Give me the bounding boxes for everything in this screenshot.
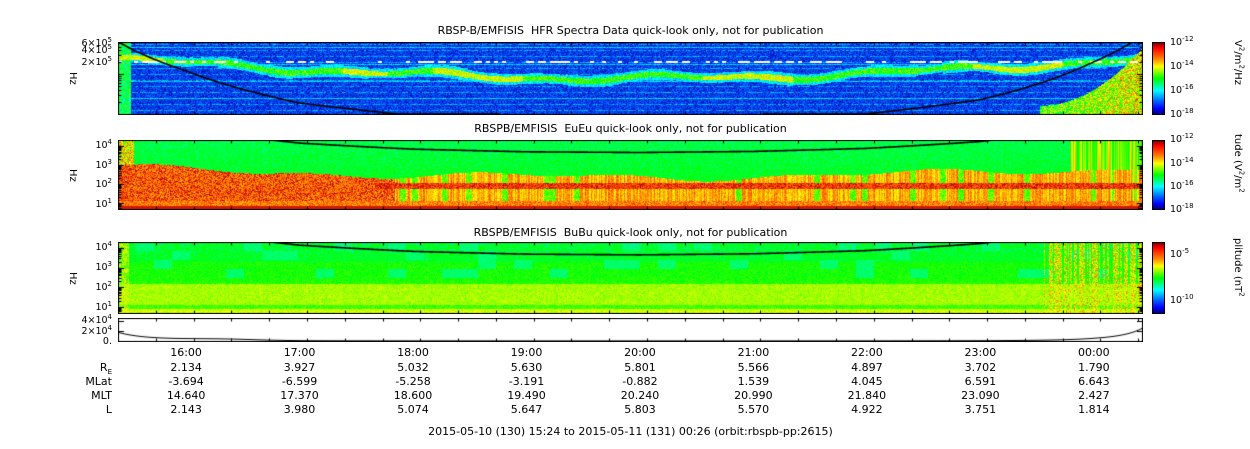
bub-colorbar-tick: 10-5 <box>1170 246 1190 260</box>
ephemeris-value: -3.191 <box>508 375 545 388</box>
ephemeris-value: 5.803 <box>624 403 656 416</box>
mag-ytick: 0. <box>102 336 112 347</box>
hfr-ytick: 6×105 <box>81 35 112 49</box>
bub-ytick: 102 <box>95 279 112 293</box>
euu-colorbar-unit-label: tude (V2/m2 <box>1232 134 1246 193</box>
field-magnitude-line-canvas <box>118 318 1143 342</box>
ephemeris-value: 5.074 <box>397 403 429 416</box>
euu-ytick: 103 <box>95 157 112 171</box>
euu-colorbar-tick: 10-18 <box>1170 201 1194 215</box>
ephemeris-value: 2.143 <box>170 403 202 416</box>
ephemeris-row-label: RE <box>99 361 112 377</box>
hfr-colorbar <box>1152 42 1165 115</box>
bub-y-axis-label: Hz <box>67 271 78 285</box>
euu-panel-title: RBSPB/EMFISIS EuEu quick-look only, not … <box>474 122 787 135</box>
euu-ytick: 101 <box>95 196 112 210</box>
mag-ytick: 4×104 <box>81 312 112 326</box>
ephemeris-value: 6.643 <box>1078 375 1110 388</box>
bub-panel-title: RBSPB/EMFISIS BuBu quick-look only, not … <box>473 226 788 239</box>
ephemeris-value: 4.045 <box>851 375 883 388</box>
bub-ytick: 103 <box>95 259 112 273</box>
ephemeris-value: 2.427 <box>1078 389 1110 402</box>
ephemeris-value: 14.640 <box>166 389 206 402</box>
ephemeris-row-label: L <box>105 403 112 416</box>
hfr-colorbar-tick: 10-12 <box>1170 34 1194 48</box>
bub-colorbar <box>1152 242 1165 314</box>
time-tick-label: 00:00 <box>1077 346 1110 359</box>
hfr-panel-title: RBSP-B/EMFISIS HFR Spectra Data quick-lo… <box>437 24 824 37</box>
euu-ytick: 104 <box>95 137 112 151</box>
ephemeris-value: 3.702 <box>964 361 997 374</box>
hfr-ytick: 4×105 <box>81 42 112 56</box>
time-tick-label: 22:00 <box>851 346 883 359</box>
ephemeris-value: -5.258 <box>395 375 431 388</box>
ephemeris-value: 5.647 <box>510 403 543 416</box>
ephemeris-value: 17.370 <box>280 389 319 402</box>
ephemeris-value: 6.591 <box>964 375 997 388</box>
ephemeris-value: 5.630 <box>510 361 543 374</box>
ephemeris-value: 5.801 <box>624 361 656 374</box>
ephemeris-value: 3.927 <box>283 361 316 374</box>
ephemeris-value: -6.599 <box>281 375 318 388</box>
time-tick-label: 20:00 <box>624 346 656 359</box>
time-tick-label: 19:00 <box>510 346 543 359</box>
ephemeris-value: 5.566 <box>737 361 770 374</box>
ephemeris-value: 5.570 <box>737 403 770 416</box>
ephemeris-row-label: MLT <box>91 389 112 402</box>
time-tick-label: 16:00 <box>170 346 202 359</box>
ephemeris-value: 2.134 <box>170 361 202 374</box>
ephemeris-value: 3.751 <box>964 403 997 416</box>
ephemeris-value: 1.790 <box>1078 361 1110 374</box>
ephemeris-row-label: MLat <box>85 375 112 388</box>
hfr-y-axis-label: Hz <box>67 72 78 85</box>
bub-spectrogram-canvas <box>118 242 1143 314</box>
ephemeris-value: 20.240 <box>620 389 660 402</box>
ephemeris-value: 18.600 <box>393 389 433 402</box>
ephemeris-value: -0.882 <box>622 375 658 388</box>
bub-ytick: 104 <box>95 239 112 253</box>
hfr-colorbar-tick: 10-18 <box>1170 106 1194 120</box>
ephemeris-value: 5.032 <box>397 361 429 374</box>
figure-caption: 2015-05-10 (130) 15:24 to 2015-05-11 (13… <box>428 425 833 438</box>
hfr-colorbar-unit-label: V2/m2/Hz <box>1232 40 1246 86</box>
euu-colorbar-tick: 10-16 <box>1170 178 1194 192</box>
time-tick-label: 21:00 <box>737 346 770 359</box>
ephemeris-value: 19.490 <box>507 389 546 402</box>
time-tick-label: 18:00 <box>397 346 429 359</box>
euu-spectrogram-canvas <box>118 140 1143 210</box>
ephemeris-value: 4.922 <box>851 403 883 416</box>
bub-colorbar-unit-label: plitude (nT2 <box>1232 238 1246 297</box>
bub-colorbar-tick: 10-10 <box>1170 292 1194 306</box>
mag-ytick: 2×104 <box>81 323 112 337</box>
euu-y-axis-label: Hz <box>67 168 78 182</box>
ephemeris-value: 21.840 <box>847 389 887 402</box>
ephemeris-value: 23.090 <box>961 389 1000 402</box>
hfr-colorbar-tick: 10-16 <box>1170 82 1194 96</box>
bub-ytick: 101 <box>95 299 112 313</box>
ephemeris-value: 20.990 <box>734 389 773 402</box>
ephemeris-value: 1.539 <box>737 375 770 388</box>
ephemeris-value: 1.814 <box>1078 403 1110 416</box>
ephemeris-value: -3.694 <box>168 375 204 388</box>
hfr-spectrogram-canvas <box>118 42 1143 115</box>
hfr-colorbar-tick: 10-14 <box>1170 58 1194 72</box>
time-tick-label: 17:00 <box>283 346 316 359</box>
euu-ytick: 102 <box>95 176 112 190</box>
hfr-ytick: 2×105 <box>81 54 112 68</box>
time-tick-label: 23:00 <box>964 346 997 359</box>
euu-colorbar-tick: 10-14 <box>1170 155 1194 169</box>
ephemeris-value: 4.897 <box>851 361 883 374</box>
euu-colorbar-tick: 10-12 <box>1170 131 1194 145</box>
euu-colorbar <box>1152 140 1165 210</box>
ephemeris-value: 3.980 <box>283 403 316 416</box>
